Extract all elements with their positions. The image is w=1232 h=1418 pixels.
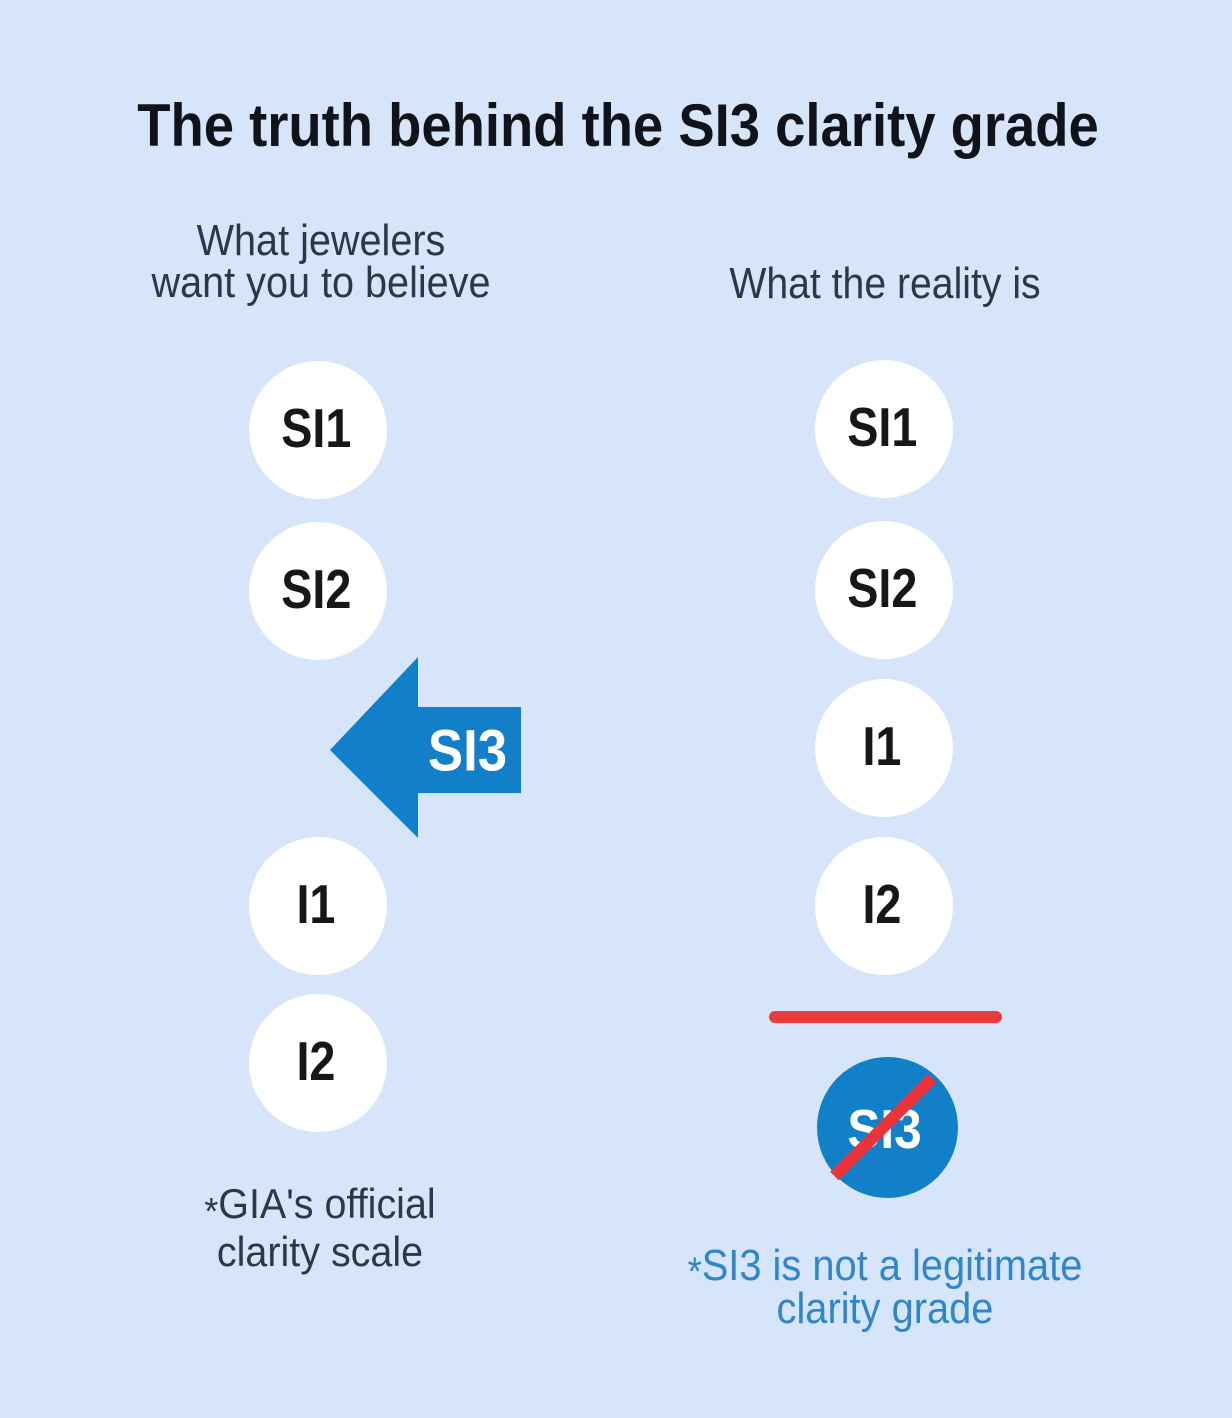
svg-text:SI3: SI3 xyxy=(428,718,507,783)
